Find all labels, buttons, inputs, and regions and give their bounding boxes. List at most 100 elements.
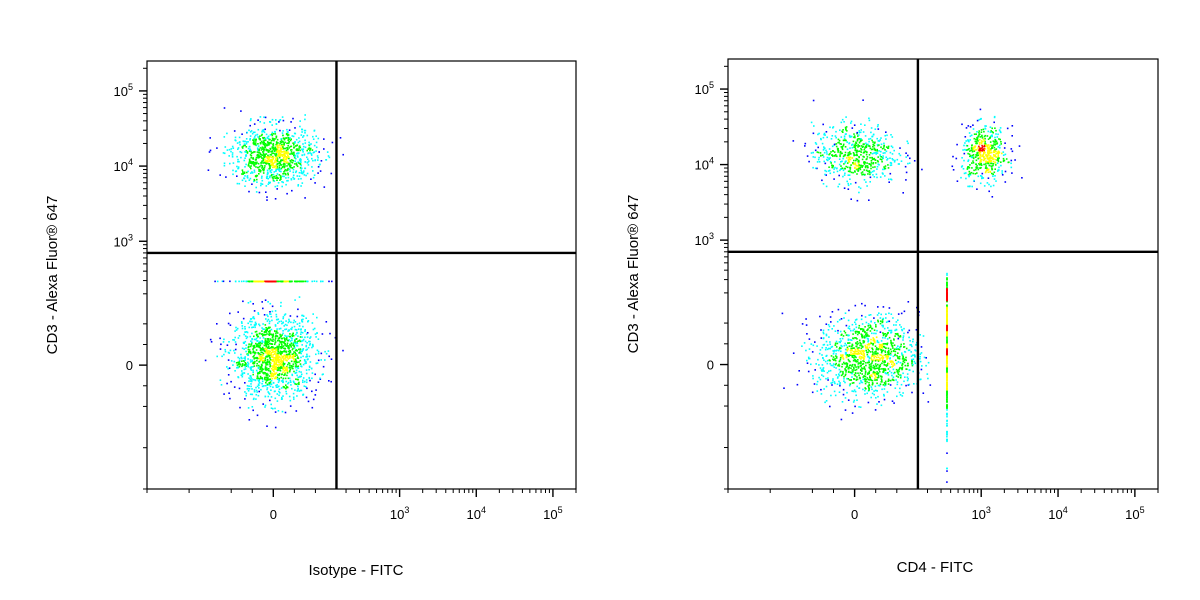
event-dot [891, 345, 894, 347]
event-dot [888, 312, 890, 315]
event-dot [927, 401, 930, 403]
event-dot [289, 280, 292, 283]
event-dot [269, 331, 271, 333]
event-dot [280, 170, 282, 173]
event-dot [871, 152, 874, 155]
event-dot [252, 317, 254, 319]
event-dot [288, 318, 290, 321]
event-dot [864, 145, 867, 148]
event-dot [269, 358, 272, 361]
event-dot [896, 381, 899, 383]
event-dot [270, 355, 273, 358]
event-dot [322, 365, 325, 368]
event-dot [275, 168, 278, 171]
event-dot [836, 342, 839, 345]
event-dot [865, 334, 867, 336]
event-dot [845, 116, 847, 118]
event-dot [845, 352, 848, 354]
event-dot [971, 162, 973, 164]
event-dot [266, 355, 268, 357]
event-dot [257, 143, 259, 145]
event-dot [276, 160, 279, 163]
event-dot [267, 331, 270, 333]
event-dot [911, 345, 913, 348]
event-dot [280, 346, 283, 349]
event-dot [903, 332, 905, 335]
event-dot [244, 180, 247, 182]
event-dot [873, 144, 875, 147]
event-dot [860, 380, 862, 382]
event-dot [285, 280, 287, 283]
event-dot [270, 161, 272, 164]
event-dot [829, 160, 832, 163]
event-dot [278, 388, 281, 390]
event-dot [906, 373, 909, 375]
event-dot [287, 280, 290, 283]
event-dot [986, 182, 989, 184]
event-dot [988, 157, 991, 159]
event-dot [877, 156, 879, 158]
event-dot [287, 363, 289, 366]
event-dot [852, 152, 855, 154]
event-dot [877, 372, 879, 374]
event-dot [881, 359, 884, 362]
event-dot [995, 180, 997, 182]
event-dot [255, 323, 257, 325]
event-dot [258, 191, 261, 194]
event-dot [868, 384, 871, 387]
event-dot [886, 332, 889, 335]
event-dot [230, 360, 233, 362]
event-dot [981, 146, 984, 148]
event-dot [869, 173, 871, 176]
event-dot [984, 128, 987, 130]
event-dot [828, 157, 830, 159]
event-dot [300, 177, 302, 180]
event-dot [283, 358, 285, 361]
event-dot [908, 349, 911, 351]
event-dot [284, 338, 286, 341]
event-dot [284, 313, 287, 315]
event-dot [275, 372, 278, 374]
event-dot [829, 157, 831, 159]
event-dot [848, 309, 850, 312]
event-dot [289, 350, 291, 352]
event-dot [262, 352, 265, 355]
event-dot [840, 165, 842, 167]
event-dot [805, 349, 807, 352]
event-dot [252, 158, 255, 160]
event-dot [969, 155, 971, 158]
event-dot [262, 334, 265, 336]
event-dot [260, 149, 263, 151]
event-dot [282, 119, 285, 122]
event-dot [886, 372, 888, 375]
event-dot [245, 365, 248, 367]
event-dot [268, 327, 270, 329]
event-dot [918, 311, 920, 313]
event-dot [857, 150, 859, 153]
event-dot [245, 142, 248, 145]
event-dot [856, 378, 859, 381]
event-dot [243, 159, 246, 162]
event-dot [270, 379, 273, 382]
event-dot [263, 156, 266, 159]
event-dot [829, 369, 832, 372]
event-dot [292, 357, 294, 359]
event-dot [315, 150, 317, 152]
event-dot [872, 141, 874, 143]
event-dot [290, 346, 292, 348]
event-dot [299, 160, 302, 162]
event-dot [981, 175, 983, 178]
event-dot [258, 390, 260, 393]
event-dot [241, 327, 244, 330]
event-dot [823, 133, 825, 136]
event-dot [967, 139, 969, 141]
event-dot [874, 151, 877, 154]
event-dot [253, 169, 256, 172]
event-dot [327, 155, 330, 157]
event-dot [260, 153, 262, 156]
event-dot [251, 320, 253, 323]
event-dot [978, 133, 981, 136]
event-dot [891, 400, 894, 402]
event-dot [861, 146, 864, 148]
event-dot [323, 186, 326, 188]
